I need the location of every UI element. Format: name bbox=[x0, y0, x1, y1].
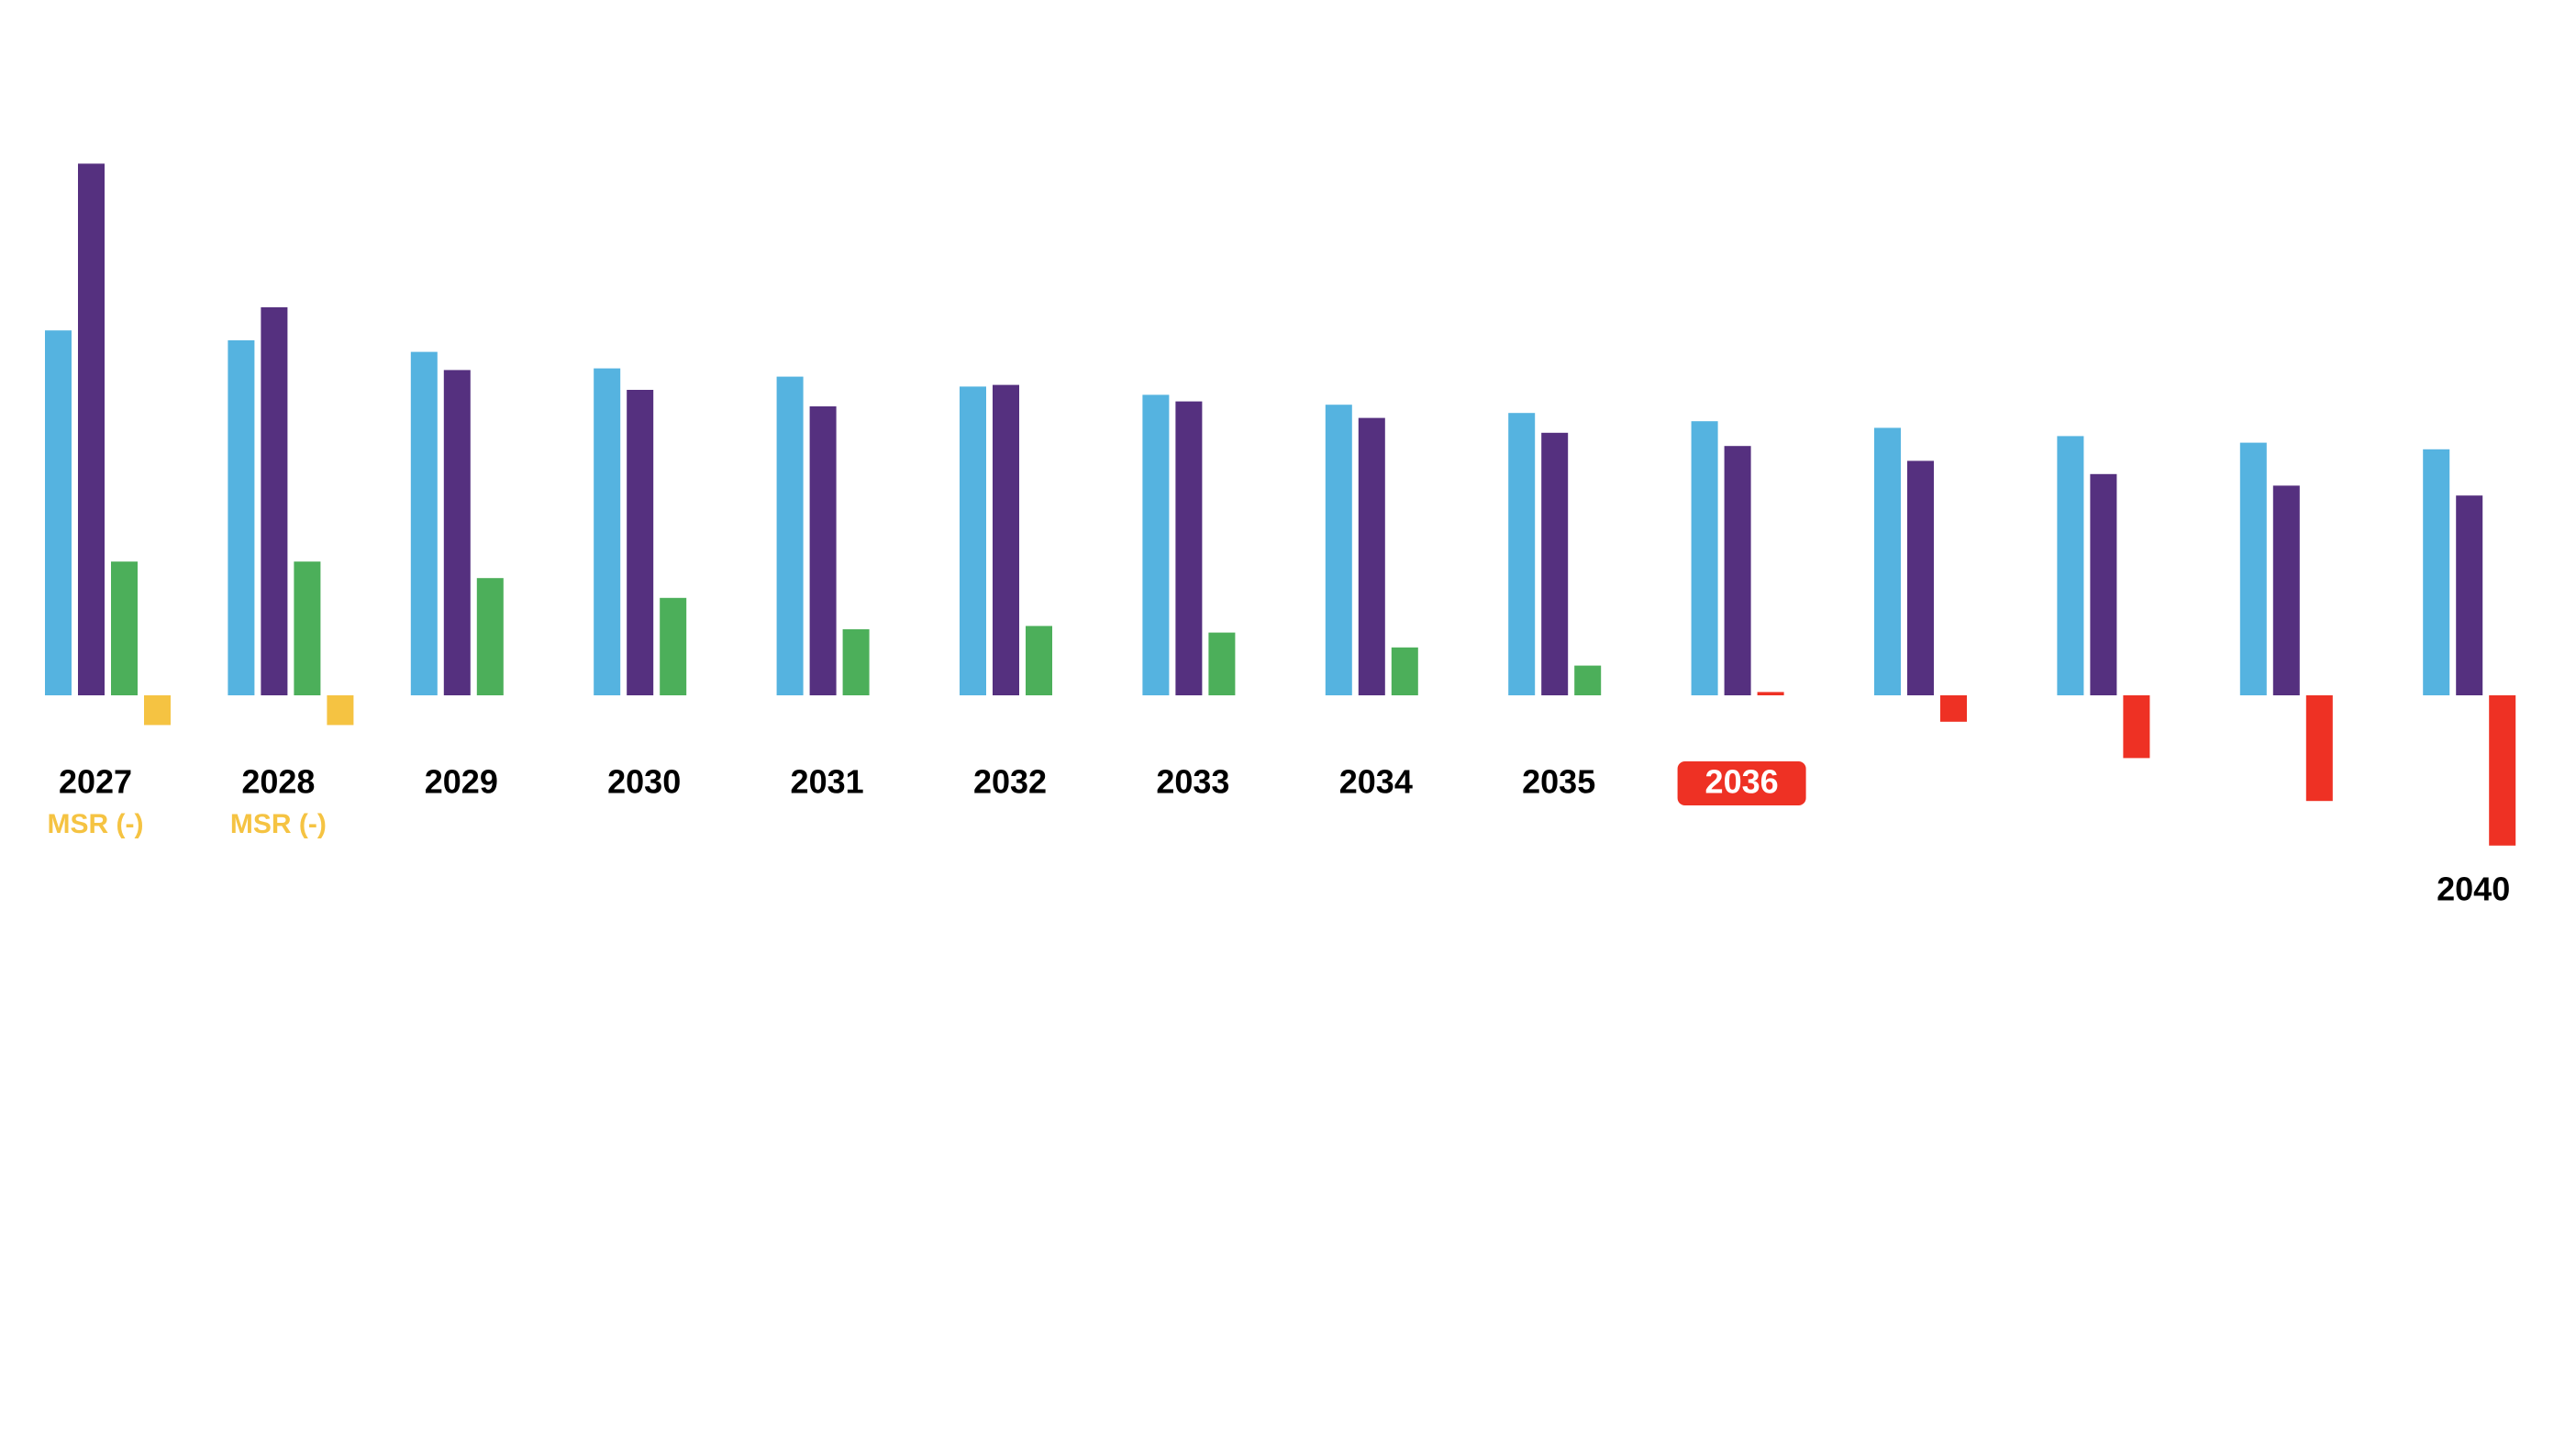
bar bbox=[1574, 665, 1602, 695]
annotation: MSR (-) bbox=[230, 809, 327, 839]
bar bbox=[1508, 413, 1536, 695]
bar bbox=[594, 368, 621, 695]
bar bbox=[660, 597, 687, 695]
bar bbox=[1208, 632, 1236, 695]
bar bbox=[1541, 432, 1569, 695]
bar bbox=[261, 307, 288, 695]
x-tick-label: 2027 bbox=[59, 763, 132, 801]
bar bbox=[2272, 485, 2300, 695]
annotation: MSR (-) bbox=[48, 809, 144, 839]
bar bbox=[627, 390, 654, 695]
x-tick-label: 2028 bbox=[241, 763, 315, 801]
bar bbox=[2057, 436, 2084, 695]
bar bbox=[1175, 401, 1203, 695]
bar bbox=[1026, 626, 1052, 695]
bar bbox=[1757, 692, 1784, 695]
bar bbox=[111, 561, 138, 695]
bar bbox=[1358, 417, 1385, 695]
x-tick-label: 2029 bbox=[425, 763, 498, 801]
bar bbox=[2456, 495, 2483, 695]
bar bbox=[45, 330, 72, 695]
bar bbox=[476, 578, 504, 695]
x-tick-label: 2040 bbox=[2437, 870, 2510, 907]
bar bbox=[78, 163, 105, 695]
bar bbox=[443, 370, 471, 695]
x-tick-label: 2031 bbox=[791, 763, 864, 801]
bar bbox=[842, 629, 870, 695]
bar bbox=[2123, 695, 2150, 759]
bar bbox=[1724, 446, 1751, 695]
bar bbox=[1325, 405, 1352, 695]
bar bbox=[144, 695, 171, 726]
bar bbox=[1391, 647, 1418, 695]
bar bbox=[960, 386, 986, 695]
bar bbox=[228, 340, 255, 695]
bar bbox=[1142, 394, 1170, 695]
bar bbox=[809, 406, 837, 695]
bar bbox=[2090, 473, 2117, 695]
highlight-box bbox=[1677, 761, 1806, 805]
bar bbox=[993, 384, 1019, 695]
x-tick-label: 2032 bbox=[973, 763, 1047, 801]
bar bbox=[2305, 695, 2333, 802]
bar bbox=[294, 561, 321, 695]
bar bbox=[1907, 460, 1934, 695]
bar bbox=[1940, 695, 1967, 722]
bar bbox=[2423, 449, 2450, 695]
x-tick-label: 2030 bbox=[607, 763, 681, 801]
x-tick-label: 2034 bbox=[1339, 763, 1413, 801]
bar bbox=[410, 351, 438, 695]
bar bbox=[1874, 427, 1901, 695]
x-tick-label: 2033 bbox=[1156, 763, 1229, 801]
bar bbox=[2239, 442, 2267, 695]
bar bbox=[776, 376, 804, 695]
x-tick-label: 2036 bbox=[1705, 763, 1779, 801]
x-tick-label: 2035 bbox=[1522, 763, 1595, 801]
bar bbox=[2489, 695, 2516, 846]
bar bbox=[327, 695, 354, 726]
bar bbox=[1691, 421, 1718, 695]
